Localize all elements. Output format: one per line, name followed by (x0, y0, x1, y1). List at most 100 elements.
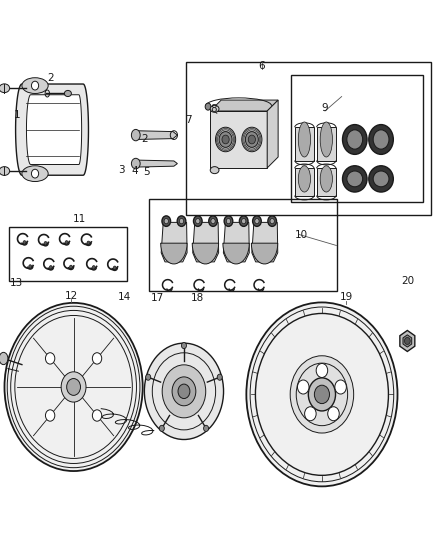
Ellipse shape (240, 216, 248, 227)
Ellipse shape (270, 219, 274, 224)
Text: 17: 17 (151, 293, 164, 303)
Text: 12: 12 (65, 291, 78, 301)
Ellipse shape (226, 219, 231, 224)
Ellipse shape (316, 364, 328, 377)
Text: 13: 13 (10, 278, 23, 288)
Polygon shape (193, 222, 219, 262)
Bar (210, 111, 267, 168)
Ellipse shape (92, 353, 102, 364)
Ellipse shape (181, 343, 187, 349)
Text: 11: 11 (73, 214, 86, 224)
Ellipse shape (172, 377, 196, 406)
Bar (291, 75, 423, 201)
Ellipse shape (0, 84, 10, 93)
Ellipse shape (67, 378, 81, 395)
Bar (9, 227, 127, 280)
Text: 2: 2 (141, 134, 148, 144)
Text: 3: 3 (118, 165, 125, 175)
Ellipse shape (146, 374, 151, 380)
Ellipse shape (162, 216, 170, 227)
Ellipse shape (369, 125, 393, 155)
Ellipse shape (159, 425, 164, 431)
Ellipse shape (92, 410, 102, 421)
Ellipse shape (22, 78, 48, 93)
Ellipse shape (162, 365, 206, 418)
Ellipse shape (196, 219, 200, 224)
Text: 14: 14 (118, 292, 131, 302)
Ellipse shape (113, 266, 116, 270)
Ellipse shape (404, 337, 410, 344)
Ellipse shape (0, 167, 10, 175)
Ellipse shape (131, 130, 140, 141)
Polygon shape (210, 100, 278, 111)
Ellipse shape (335, 380, 346, 394)
Ellipse shape (304, 407, 316, 421)
Ellipse shape (215, 127, 236, 152)
Ellipse shape (46, 353, 55, 364)
Bar (186, 62, 431, 215)
Polygon shape (136, 131, 177, 140)
Ellipse shape (177, 216, 186, 227)
Polygon shape (403, 335, 412, 347)
Ellipse shape (205, 103, 211, 110)
Polygon shape (223, 222, 249, 262)
Ellipse shape (204, 425, 208, 431)
Ellipse shape (320, 122, 332, 157)
Ellipse shape (131, 158, 140, 169)
Text: 20: 20 (401, 276, 414, 286)
Ellipse shape (298, 166, 311, 192)
Ellipse shape (253, 216, 261, 227)
Polygon shape (252, 222, 278, 262)
Ellipse shape (343, 125, 367, 155)
Ellipse shape (164, 219, 169, 224)
Ellipse shape (241, 219, 246, 224)
Ellipse shape (242, 127, 262, 152)
Text: 1: 1 (14, 110, 21, 120)
Ellipse shape (268, 216, 276, 227)
Ellipse shape (343, 166, 367, 192)
Ellipse shape (145, 343, 223, 440)
Text: 19: 19 (339, 292, 353, 302)
Ellipse shape (87, 241, 90, 245)
Polygon shape (161, 243, 187, 264)
Polygon shape (251, 243, 278, 264)
Polygon shape (16, 84, 88, 175)
Text: 9: 9 (321, 103, 328, 113)
Ellipse shape (209, 216, 217, 227)
Polygon shape (223, 243, 249, 264)
Text: 4: 4 (131, 166, 138, 176)
Ellipse shape (49, 265, 52, 269)
Text: 10: 10 (295, 230, 308, 239)
Ellipse shape (219, 132, 232, 147)
Text: 6: 6 (258, 61, 265, 71)
Ellipse shape (44, 241, 47, 245)
Bar (317, 168, 336, 196)
Ellipse shape (224, 216, 233, 227)
Ellipse shape (32, 169, 39, 178)
Ellipse shape (65, 241, 68, 244)
Ellipse shape (179, 219, 184, 224)
Bar (149, 199, 337, 290)
Ellipse shape (297, 380, 309, 394)
Ellipse shape (347, 130, 363, 149)
Polygon shape (192, 243, 219, 264)
Ellipse shape (194, 216, 202, 227)
Ellipse shape (373, 130, 389, 149)
Ellipse shape (23, 241, 26, 244)
Ellipse shape (178, 384, 190, 399)
Ellipse shape (314, 385, 329, 403)
Text: 18: 18 (191, 293, 204, 303)
Ellipse shape (290, 356, 353, 433)
Ellipse shape (245, 132, 258, 147)
Ellipse shape (248, 135, 255, 144)
Ellipse shape (328, 407, 339, 421)
Text: 2: 2 (47, 73, 54, 83)
Polygon shape (400, 330, 415, 351)
Polygon shape (267, 100, 278, 168)
Ellipse shape (61, 372, 86, 402)
Text: 7: 7 (185, 115, 192, 125)
Text: 5: 5 (143, 167, 150, 177)
Ellipse shape (211, 219, 215, 224)
Ellipse shape (347, 171, 363, 187)
Ellipse shape (92, 265, 95, 269)
